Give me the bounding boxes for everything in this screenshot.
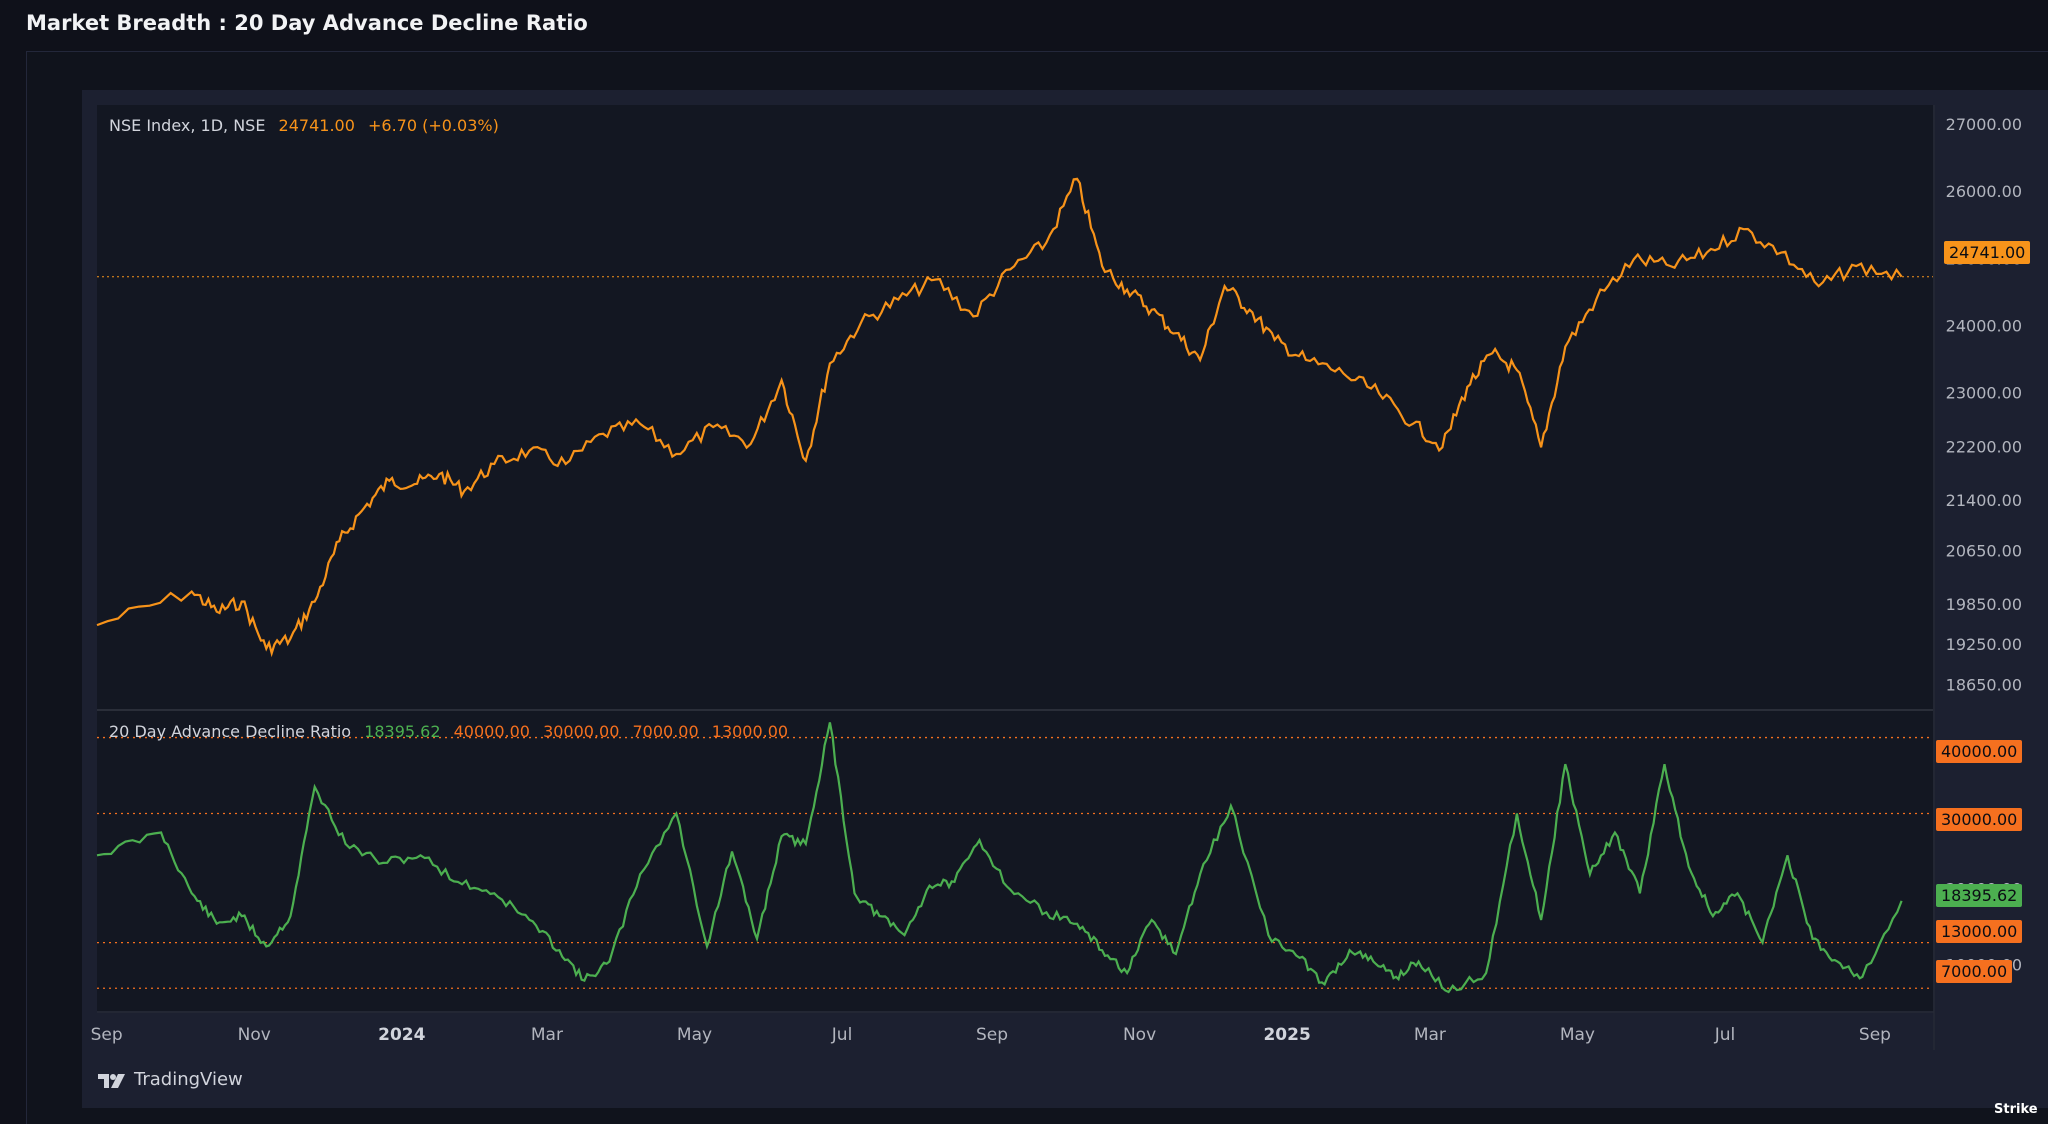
time-axis-ticks: Sep Nov 2024 Mar May Jul Sep Nov 2025 Mar May Jul Se…	[91, 1025, 1891, 1045]
price-tick-label: 24000.00	[1946, 316, 2022, 335]
chart-svg[interactable]: 27000.0026000.0025000.0024000.0023000.00…	[82, 90, 2048, 1108]
price-tick-label: 20650.00	[1946, 541, 2022, 560]
indicator-pane-bg	[97, 711, 1933, 1011]
level-tag-30000: 30000.00	[1936, 808, 2023, 831]
time-tick-label: Jul	[1714, 1025, 1736, 1045]
indicator-series	[96, 722, 1903, 994]
price-tick-label: 23000.00	[1946, 384, 2022, 403]
price-tick-label: 19850.00	[1946, 595, 2022, 614]
level-tag-7000: 7000.00	[1936, 960, 2013, 983]
indicator-legend-name: 20 Day Advance Decline Ratio	[109, 722, 352, 741]
time-tick-label: Sep	[91, 1025, 123, 1045]
price-tick-label: 19250.00	[1946, 635, 2022, 654]
index-line	[96, 177, 1903, 658]
time-tick-label: Mar	[531, 1025, 563, 1045]
time-tick-label: May	[677, 1025, 712, 1045]
tradingview-logo-text: TradingView	[134, 1069, 243, 1090]
indicator-legend-level: 7000.00	[632, 722, 699, 741]
price-legend-change: +6.70 (+0.03%)	[367, 116, 499, 135]
price-tick-label: 26000.00	[1946, 182, 2022, 201]
indicator-legend[interactable]: 20 Day Advance Decline Ratio 18395.62 40…	[109, 722, 796, 741]
time-tick-label: 2024	[378, 1025, 425, 1045]
indicator-legend-level: 40000.00	[453, 722, 530, 741]
time-tick-label: May	[1560, 1025, 1595, 1045]
price-tick-label: 18650.00	[1946, 676, 2022, 695]
time-tick-label: Sep	[1859, 1025, 1891, 1045]
price-legend-symbol: NSE Index, 1D, NSE	[109, 116, 266, 135]
indicator-last-tag: 18395.62	[1936, 884, 2023, 907]
indicator-legend-level: 30000.00	[543, 722, 620, 741]
indicator-level-lines	[97, 736, 1933, 989]
page-title: Market Breadth : 20 Day Advance Decline …	[26, 11, 588, 35]
price-tick-label: 21400.00	[1946, 491, 2022, 510]
time-tick-label: Nov	[1123, 1025, 1156, 1045]
time-tick-label: 2025	[1263, 1025, 1310, 1045]
price-legend[interactable]: NSE Index, 1D, NSE 24741.00 +6.70 (+0.03…	[109, 116, 507, 135]
level-tag-13000: 13000.00	[1936, 920, 2023, 943]
price-tick-label: 27000.00	[1946, 115, 2022, 134]
price-pane-bg	[97, 105, 1933, 709]
indicator-legend-value: 18395.62	[364, 722, 441, 741]
breadth-line	[96, 722, 1903, 994]
tradingview-logo[interactable]: TradingView	[98, 1069, 243, 1090]
watermark: Strike	[1994, 1102, 2038, 1117]
time-tick-label: Jul	[831, 1025, 853, 1045]
price-tick-label: 22200.00	[1946, 437, 2022, 456]
price-last-tag: 24741.00	[1944, 241, 2031, 264]
time-tick-label: Mar	[1414, 1025, 1446, 1045]
level-tag-40000: 40000.00	[1936, 740, 2023, 763]
price-legend-last: 24741.00	[278, 116, 355, 135]
tradingview-logo-icon	[98, 1073, 125, 1088]
time-tick-label: Sep	[976, 1025, 1008, 1045]
indicator-legend-level: 13000.00	[711, 722, 789, 741]
price-series	[96, 177, 1933, 658]
time-tick-label: Nov	[238, 1025, 271, 1045]
tradingview-widget: 27000.0026000.0025000.0024000.0023000.00…	[82, 90, 2048, 1108]
